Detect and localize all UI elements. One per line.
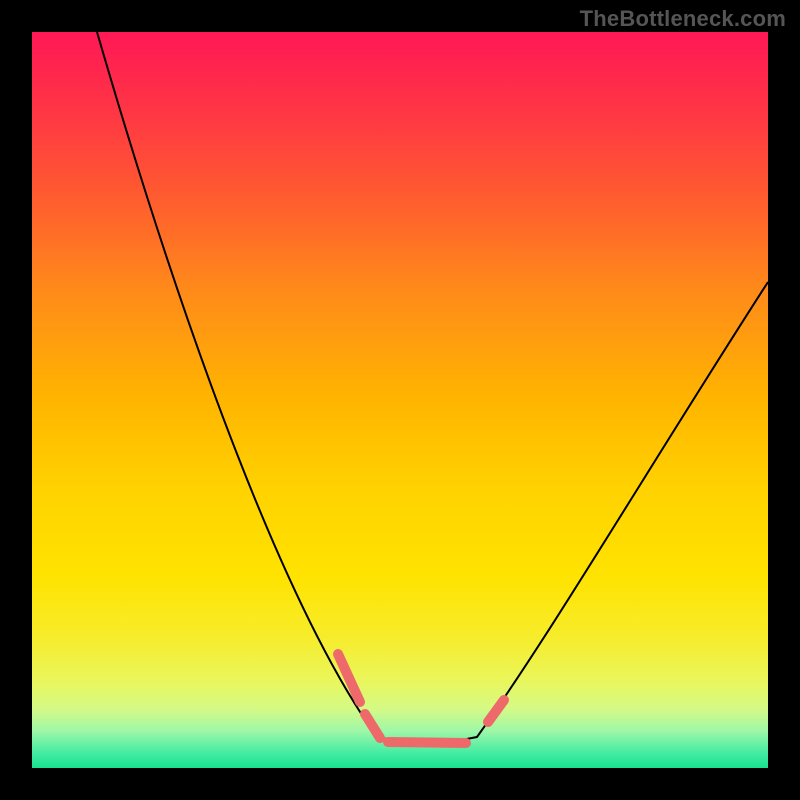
chart-container: TheBottleneck.com [0, 0, 800, 800]
watermark-text: TheBottleneck.com [580, 6, 786, 32]
chart-area [32, 32, 768, 768]
highlight-segment [365, 714, 380, 738]
highlight-segment [488, 700, 504, 722]
highlight-segment [388, 742, 466, 743]
bottleneck-curve [97, 32, 768, 743]
curve-overlay [32, 32, 768, 768]
